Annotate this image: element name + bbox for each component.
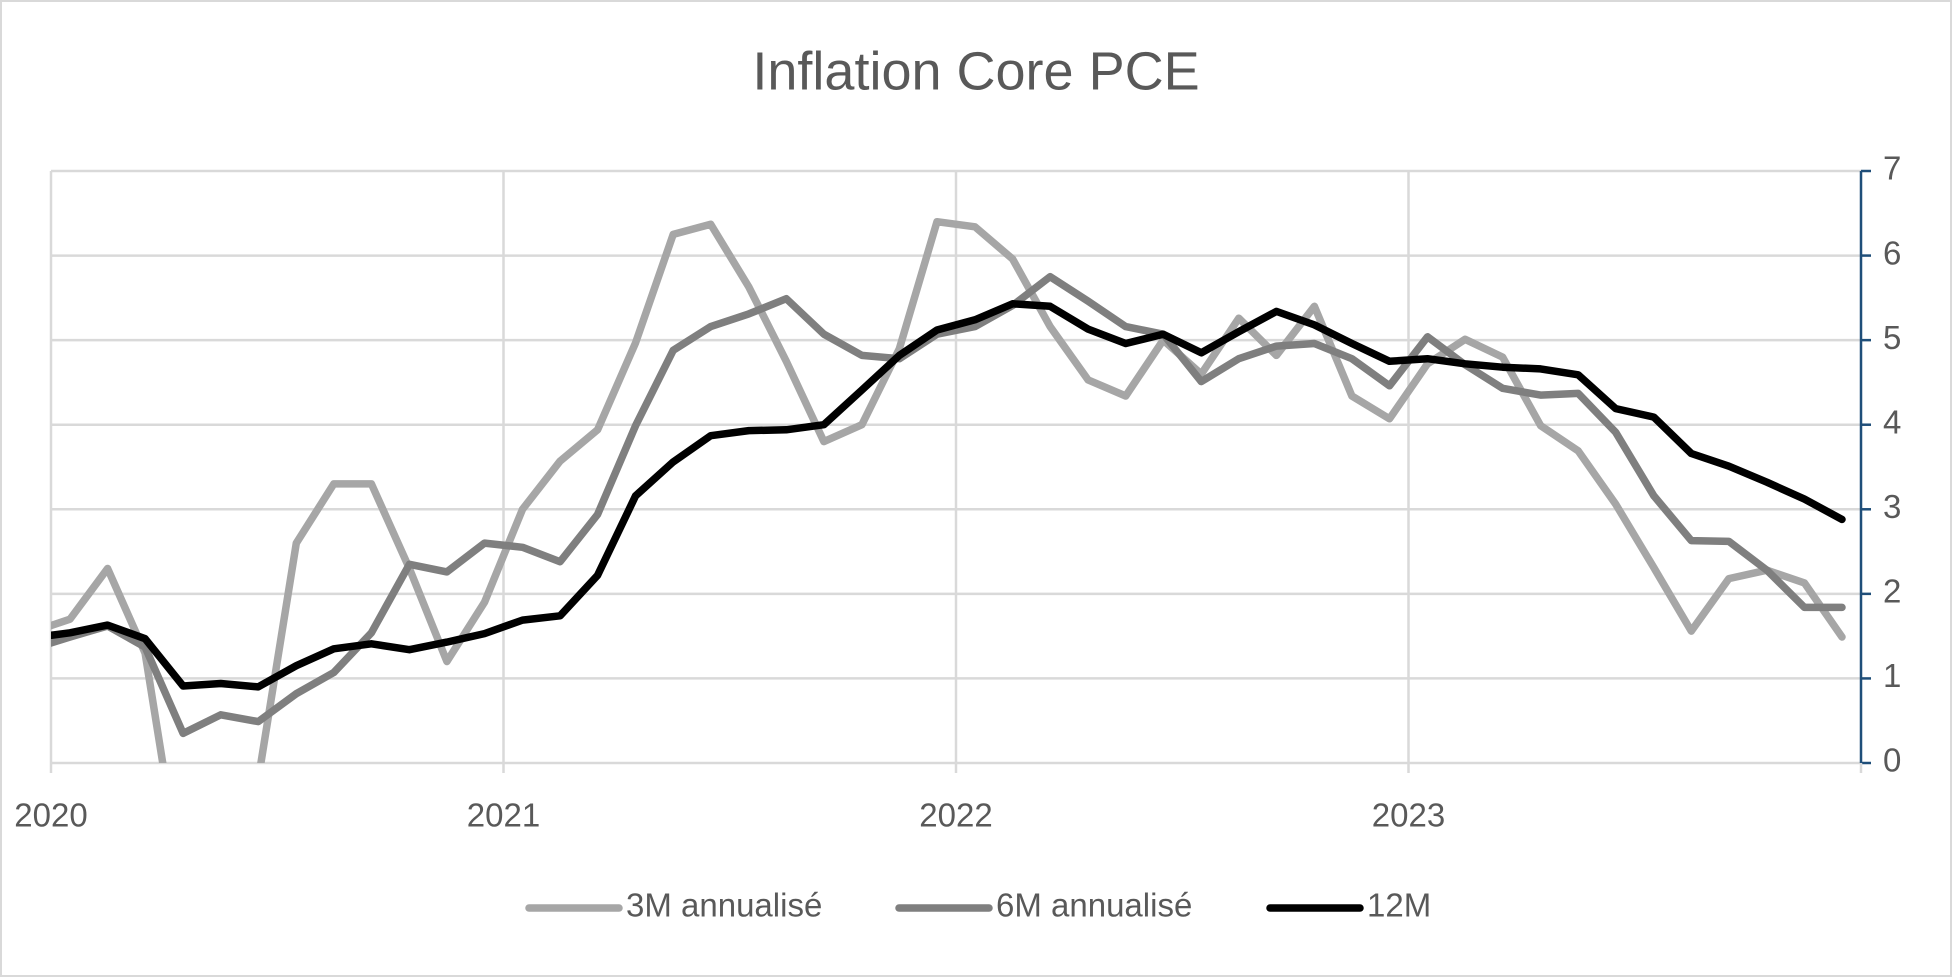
y-tick-label: 3 <box>1883 488 1901 525</box>
y-tick-label: 2 <box>1883 573 1901 610</box>
legend-label: 6M annualisé <box>996 887 1192 924</box>
y-tick-label: 5 <box>1883 319 1901 356</box>
plot-area <box>51 217 1846 763</box>
legend-label: 12M <box>1367 887 1431 924</box>
y-tick-label: 1 <box>1883 657 1901 694</box>
line-series <box>51 300 1846 691</box>
chart-title: Inflation Core PCE <box>752 41 1199 101</box>
y-tick-label: 0 <box>1883 742 1901 779</box>
y-tick-label: 7 <box>1883 150 1901 187</box>
y-tick-label: 4 <box>1883 403 1901 440</box>
x-tick-label: 2022 <box>919 797 992 834</box>
y-tick-label: 6 <box>1883 234 1901 271</box>
x-tick-label: 2021 <box>467 797 540 834</box>
line-series <box>51 217 1846 763</box>
x-tick-label: 2020 <box>14 797 87 834</box>
x-tick-label: 2023 <box>1372 797 1445 834</box>
legend-label: 3M annualisé <box>626 887 822 924</box>
